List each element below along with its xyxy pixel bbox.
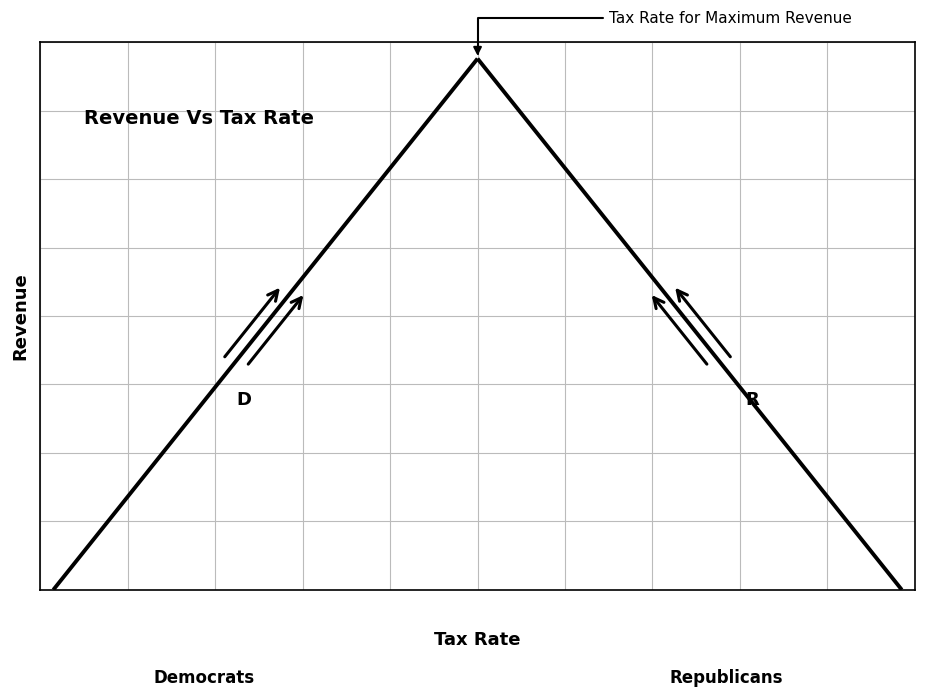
Text: Revenue Vs Tax Rate: Revenue Vs Tax Rate (84, 109, 314, 128)
Text: R: R (745, 390, 759, 409)
Text: Republicans: Republicans (670, 669, 783, 687)
X-axis label: Tax Rate: Tax Rate (434, 631, 520, 649)
Y-axis label: Revenue: Revenue (11, 272, 29, 360)
Text: D: D (236, 390, 251, 409)
Text: Democrats: Democrats (154, 669, 255, 687)
Text: Tax Rate for Maximum Revenue: Tax Rate for Maximum Revenue (474, 10, 852, 54)
